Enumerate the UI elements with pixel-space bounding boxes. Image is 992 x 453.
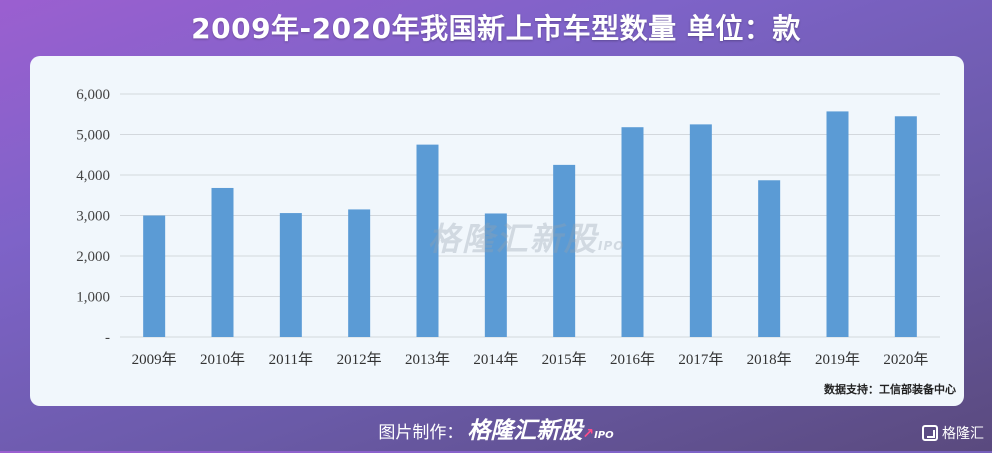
chart-title: 2009年-2020年我国新上市车型数量 单位：款 xyxy=(191,12,801,45)
y-tick-label: 5,000 xyxy=(76,128,110,144)
x-tick-label: 2020年 xyxy=(883,351,928,368)
x-tick-label: 2009年 xyxy=(132,351,177,368)
y-tick-label: - xyxy=(105,330,110,346)
corner-logo: 格隆汇 xyxy=(922,423,984,443)
x-tick-label: 2018年 xyxy=(747,351,792,368)
bars xyxy=(143,111,917,338)
x-tick-label: 2013年 xyxy=(405,351,450,368)
bar xyxy=(621,127,644,338)
x-tick-label: 2014年 xyxy=(473,351,518,368)
bar xyxy=(143,215,166,337)
bar xyxy=(758,180,781,337)
bar-chart: - 1,000 2,000 3,000 4,000 5,000 6,000 2009年 201… xyxy=(76,87,940,368)
bar xyxy=(484,213,507,337)
x-axis-ticks: 2009年 2010年 2011年 2012年 2013年 2014年 2015年 2016年… xyxy=(132,351,929,368)
footer-brand: 格隆汇新股 xyxy=(467,418,583,444)
bar xyxy=(689,124,712,337)
watermark-text: 格隆汇新股 xyxy=(428,220,599,258)
bar xyxy=(279,213,302,337)
y-tick-label: 6,000 xyxy=(76,87,110,103)
trend-arrow-icon: ↗ xyxy=(582,426,595,442)
x-tick-label: 2019年 xyxy=(815,351,860,368)
x-tick-label: 2017年 xyxy=(678,351,723,368)
watermark-sub: IPO xyxy=(598,239,625,253)
y-tick-label: 4,000 xyxy=(76,168,110,184)
footer: 图片制作： 格隆汇新股↗IPO xyxy=(0,414,992,448)
y-axis-ticks: - 1,000 2,000 3,000 4,000 5,000 6,000 xyxy=(76,87,110,346)
data-source: 数据支持：工信部装备中心 xyxy=(824,383,956,396)
watermark: 格隆汇新股IPO xyxy=(428,214,624,260)
bar xyxy=(826,111,849,337)
y-tick-label: 3,000 xyxy=(76,209,110,225)
y-tick-label: 2,000 xyxy=(76,249,110,265)
y-tick-label: 1,000 xyxy=(76,290,110,306)
x-tick-label: 2010年 xyxy=(200,351,245,368)
x-tick-label: 2012年 xyxy=(337,351,382,368)
footer-label: 图片制作： xyxy=(378,423,464,443)
corner-logo-text: 格隆汇 xyxy=(942,426,984,442)
grid-lines xyxy=(120,93,940,338)
chart-card: - 1,000 2,000 3,000 4,000 5,000 6,000 2009年 201… xyxy=(30,56,964,406)
bar xyxy=(211,187,234,337)
x-tick-label: 2016年 xyxy=(610,351,655,368)
x-tick-label: 2015年 xyxy=(542,351,587,368)
gelonghui-logo-icon xyxy=(922,425,938,441)
bar xyxy=(894,116,917,338)
bar xyxy=(416,144,439,337)
bar xyxy=(553,164,576,337)
x-tick-label: 2011年 xyxy=(269,351,313,368)
bar xyxy=(348,209,371,337)
footer-ipo: IPO xyxy=(594,430,614,441)
